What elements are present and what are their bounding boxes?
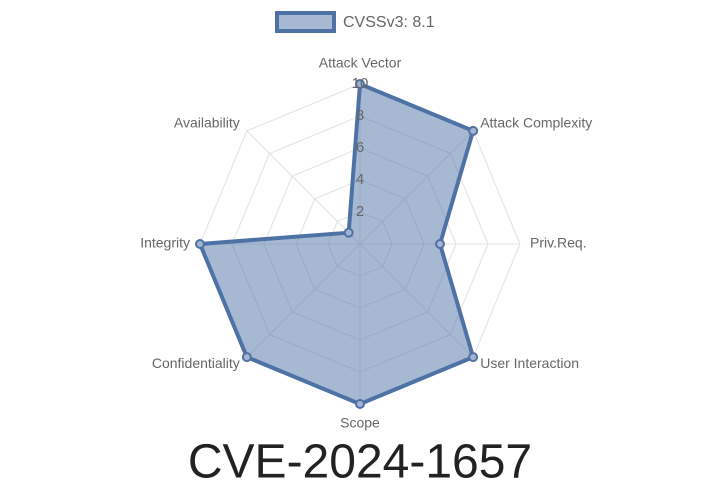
- tick-label: 8: [356, 107, 364, 124]
- data-point: [241, 352, 252, 363]
- legend-swatch: [275, 11, 336, 33]
- axis-spoke: [246, 130, 361, 245]
- tick-label: 10: [352, 75, 369, 92]
- legend-label: CVSSv3: 8.1: [343, 14, 435, 31]
- axis-label: Attack Complexity: [480, 114, 592, 130]
- axis-label: Availability: [174, 114, 240, 130]
- tick-label: 2: [356, 203, 364, 220]
- series-area: [198, 82, 476, 406]
- data-point: [468, 125, 479, 136]
- tick-label: 4: [356, 171, 364, 188]
- data-point: [195, 239, 205, 249]
- axis-label: Confidentiality: [152, 355, 240, 371]
- tick-label: 6: [356, 139, 364, 156]
- data-point: [468, 352, 479, 363]
- chart-title: CVE-2024-1657: [188, 436, 532, 489]
- axis-label: Priv.Req.: [530, 235, 587, 251]
- data-point: [435, 239, 445, 249]
- data-point: [355, 79, 365, 89]
- axis-label: User Interaction: [480, 355, 579, 371]
- data-point: [355, 399, 365, 409]
- axis-label: Integrity: [140, 235, 190, 251]
- data-point: [343, 227, 354, 238]
- axis-label: Attack Vector: [319, 55, 402, 71]
- axis-label: Scope: [340, 415, 380, 431]
